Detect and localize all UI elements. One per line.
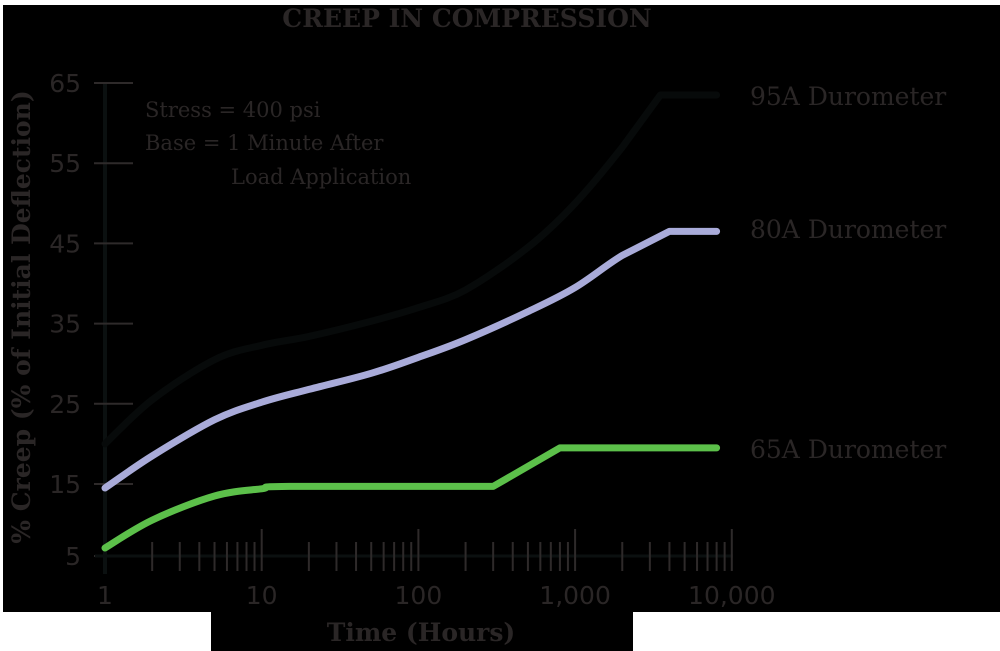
x-tick-label: 1,000 [539,581,611,610]
y-axis: 5 15 25 35 45 55 65 [49,69,133,574]
y-tick-label: 25 [49,390,81,419]
legend-label-65a: 65A Durometer [750,435,946,464]
y-tick-label: 45 [49,229,81,258]
x-tick-label: 10,000 [688,581,775,610]
x-axis: 1 10 100 1,000 10,000 [95,529,776,610]
legend-labels: 95A Durometer 80A Durometer 65A Duromete… [750,82,946,464]
x-axis-title-panel [211,612,633,651]
legend-label-95a: 95A Durometer [750,82,946,111]
series-95a-line [101,91,721,448]
annotation-line-2: Base = 1 Minute After [145,131,384,155]
y-tick-label: 15 [49,470,81,499]
y-tick-label: 65 [49,69,81,98]
stress-annotation: Stress = 400 psi Base = 1 Minute After L… [145,98,411,189]
x-tick-label: 100 [395,581,443,610]
x-axis-title: Time (Hours) [327,618,516,647]
series-80a-line [101,227,721,492]
y-tick-label: 55 [49,149,81,178]
series-65a-line [101,444,721,552]
series-lines [101,91,721,552]
legend-label-80a: 80A Durometer [750,215,946,244]
y-tick-label: 35 [49,310,81,339]
y-axis-title: % Creep (% of Initial Deflection) [7,90,36,543]
x-tick-label: 1 [97,581,113,610]
x-tick-label: 10 [246,581,278,610]
annotation-line-1: Stress = 400 psi [145,98,321,122]
annotation-line-3: Load Application [231,165,411,189]
chart-title: CREEP IN COMPRESSION [282,4,651,33]
y-tick-label: 5 [65,542,81,571]
